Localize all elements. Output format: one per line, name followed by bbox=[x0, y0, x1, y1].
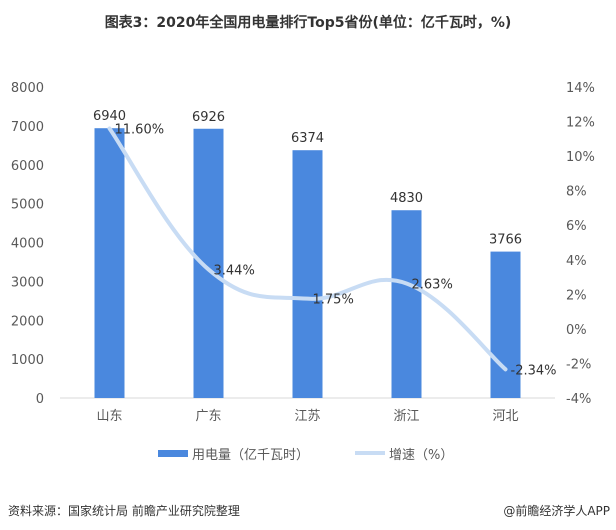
bar-label: 6374 bbox=[291, 131, 324, 146]
credit: @前瞻经济学人APP bbox=[503, 504, 610, 518]
x-axis-tick: 江苏 bbox=[294, 408, 320, 424]
left-axis-tick: 8000 bbox=[11, 81, 44, 96]
bar bbox=[391, 210, 422, 398]
bar bbox=[94, 128, 125, 398]
x-axis-tick: 河北 bbox=[492, 409, 518, 424]
left-axis-tick: 0 bbox=[36, 392, 44, 407]
left-axis-tick: 7000 bbox=[11, 120, 44, 135]
legend-line-label: 增速（%） bbox=[389, 448, 453, 463]
right-axis-tick: -2% bbox=[566, 357, 591, 372]
right-axis-tick: -4% bbox=[566, 392, 591, 407]
chart-title: 图表3：2020年全国用电量排行Top5省份(单位：亿千瓦时，%) bbox=[104, 15, 512, 31]
right-axis-tick: 6% bbox=[566, 219, 587, 234]
legend-bar-swatch bbox=[158, 450, 188, 457]
line-label: 1.75% bbox=[313, 293, 354, 308]
x-axis-tick: 山东 bbox=[96, 409, 122, 424]
bar-label: 6940 bbox=[93, 109, 126, 124]
bar-label: 4830 bbox=[390, 191, 423, 206]
x-axis-tick: 浙江 bbox=[393, 409, 419, 424]
growth-line bbox=[107, 126, 508, 372]
bar-label: 3766 bbox=[489, 233, 522, 248]
left-axis-tick: 1000 bbox=[11, 353, 44, 368]
line-label: 2.63% bbox=[412, 277, 453, 292]
bar bbox=[490, 251, 521, 398]
line-label: -2.34% bbox=[511, 363, 557, 378]
source-note: 资料来源：国家统计局 前瞻产业研究院整理 bbox=[8, 504, 240, 518]
bar bbox=[292, 150, 323, 398]
left-axis-tick: 6000 bbox=[11, 159, 44, 174]
right-axis-tick: 10% bbox=[566, 150, 595, 165]
right-axis-tick: 2% bbox=[566, 288, 587, 303]
left-axis-tick: 5000 bbox=[11, 198, 44, 213]
right-axis-tick: 0% bbox=[566, 323, 587, 338]
line-label: 3.44% bbox=[214, 263, 255, 278]
right-axis-tick: 14% bbox=[566, 81, 595, 96]
right-axis-tick: 4% bbox=[566, 254, 587, 269]
bar bbox=[193, 128, 224, 398]
right-axis-tick: 8% bbox=[566, 185, 587, 200]
bar-label: 6926 bbox=[192, 110, 225, 125]
legend-bar-label: 用电量（亿千瓦时） bbox=[192, 448, 309, 463]
chart: 0 1000 2000 3000 4000 5000 6000 7000 8000 -4% -2% 0… bbox=[11, 81, 595, 463]
left-axis-tick: 2000 bbox=[11, 314, 44, 329]
x-axis-tick: 广东 bbox=[195, 409, 221, 424]
left-axis-tick: 3000 bbox=[11, 275, 44, 290]
line-label: 11.60% bbox=[115, 122, 165, 137]
right-axis-tick: 12% bbox=[566, 116, 595, 131]
left-axis-tick: 4000 bbox=[11, 237, 44, 252]
